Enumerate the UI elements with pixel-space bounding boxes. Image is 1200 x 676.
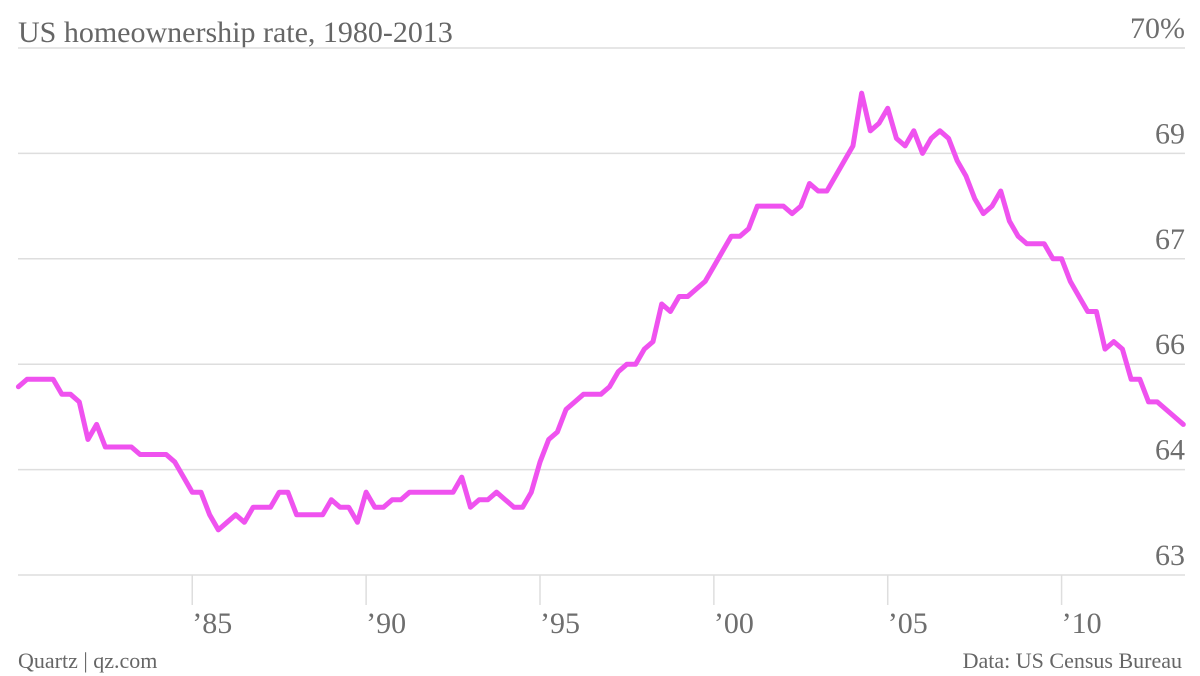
x-tick-label: ’85: [192, 607, 232, 640]
y-tick-label: 67: [1155, 223, 1185, 256]
x-tick-label: ’05: [888, 607, 928, 640]
y-tick-label: 66: [1155, 328, 1185, 361]
y-tick-label: 70%: [1130, 12, 1185, 45]
x-tick-label: ’90: [366, 607, 406, 640]
x-tick-label: ’10: [1062, 607, 1102, 640]
credit: Quartz | qz.com: [18, 648, 157, 673]
y-tick-label: 63: [1155, 539, 1185, 572]
y-tick-label: 69: [1155, 117, 1185, 150]
source: Data: US Census Bureau: [963, 648, 1182, 673]
chart-title: US homeownership rate, 1980-2013: [18, 16, 453, 49]
x-tick-label: ’95: [540, 607, 580, 640]
x-tick-label: ’00: [714, 607, 754, 640]
y-tick-label: 64: [1155, 434, 1185, 467]
data-line: [15, 90, 1186, 533]
